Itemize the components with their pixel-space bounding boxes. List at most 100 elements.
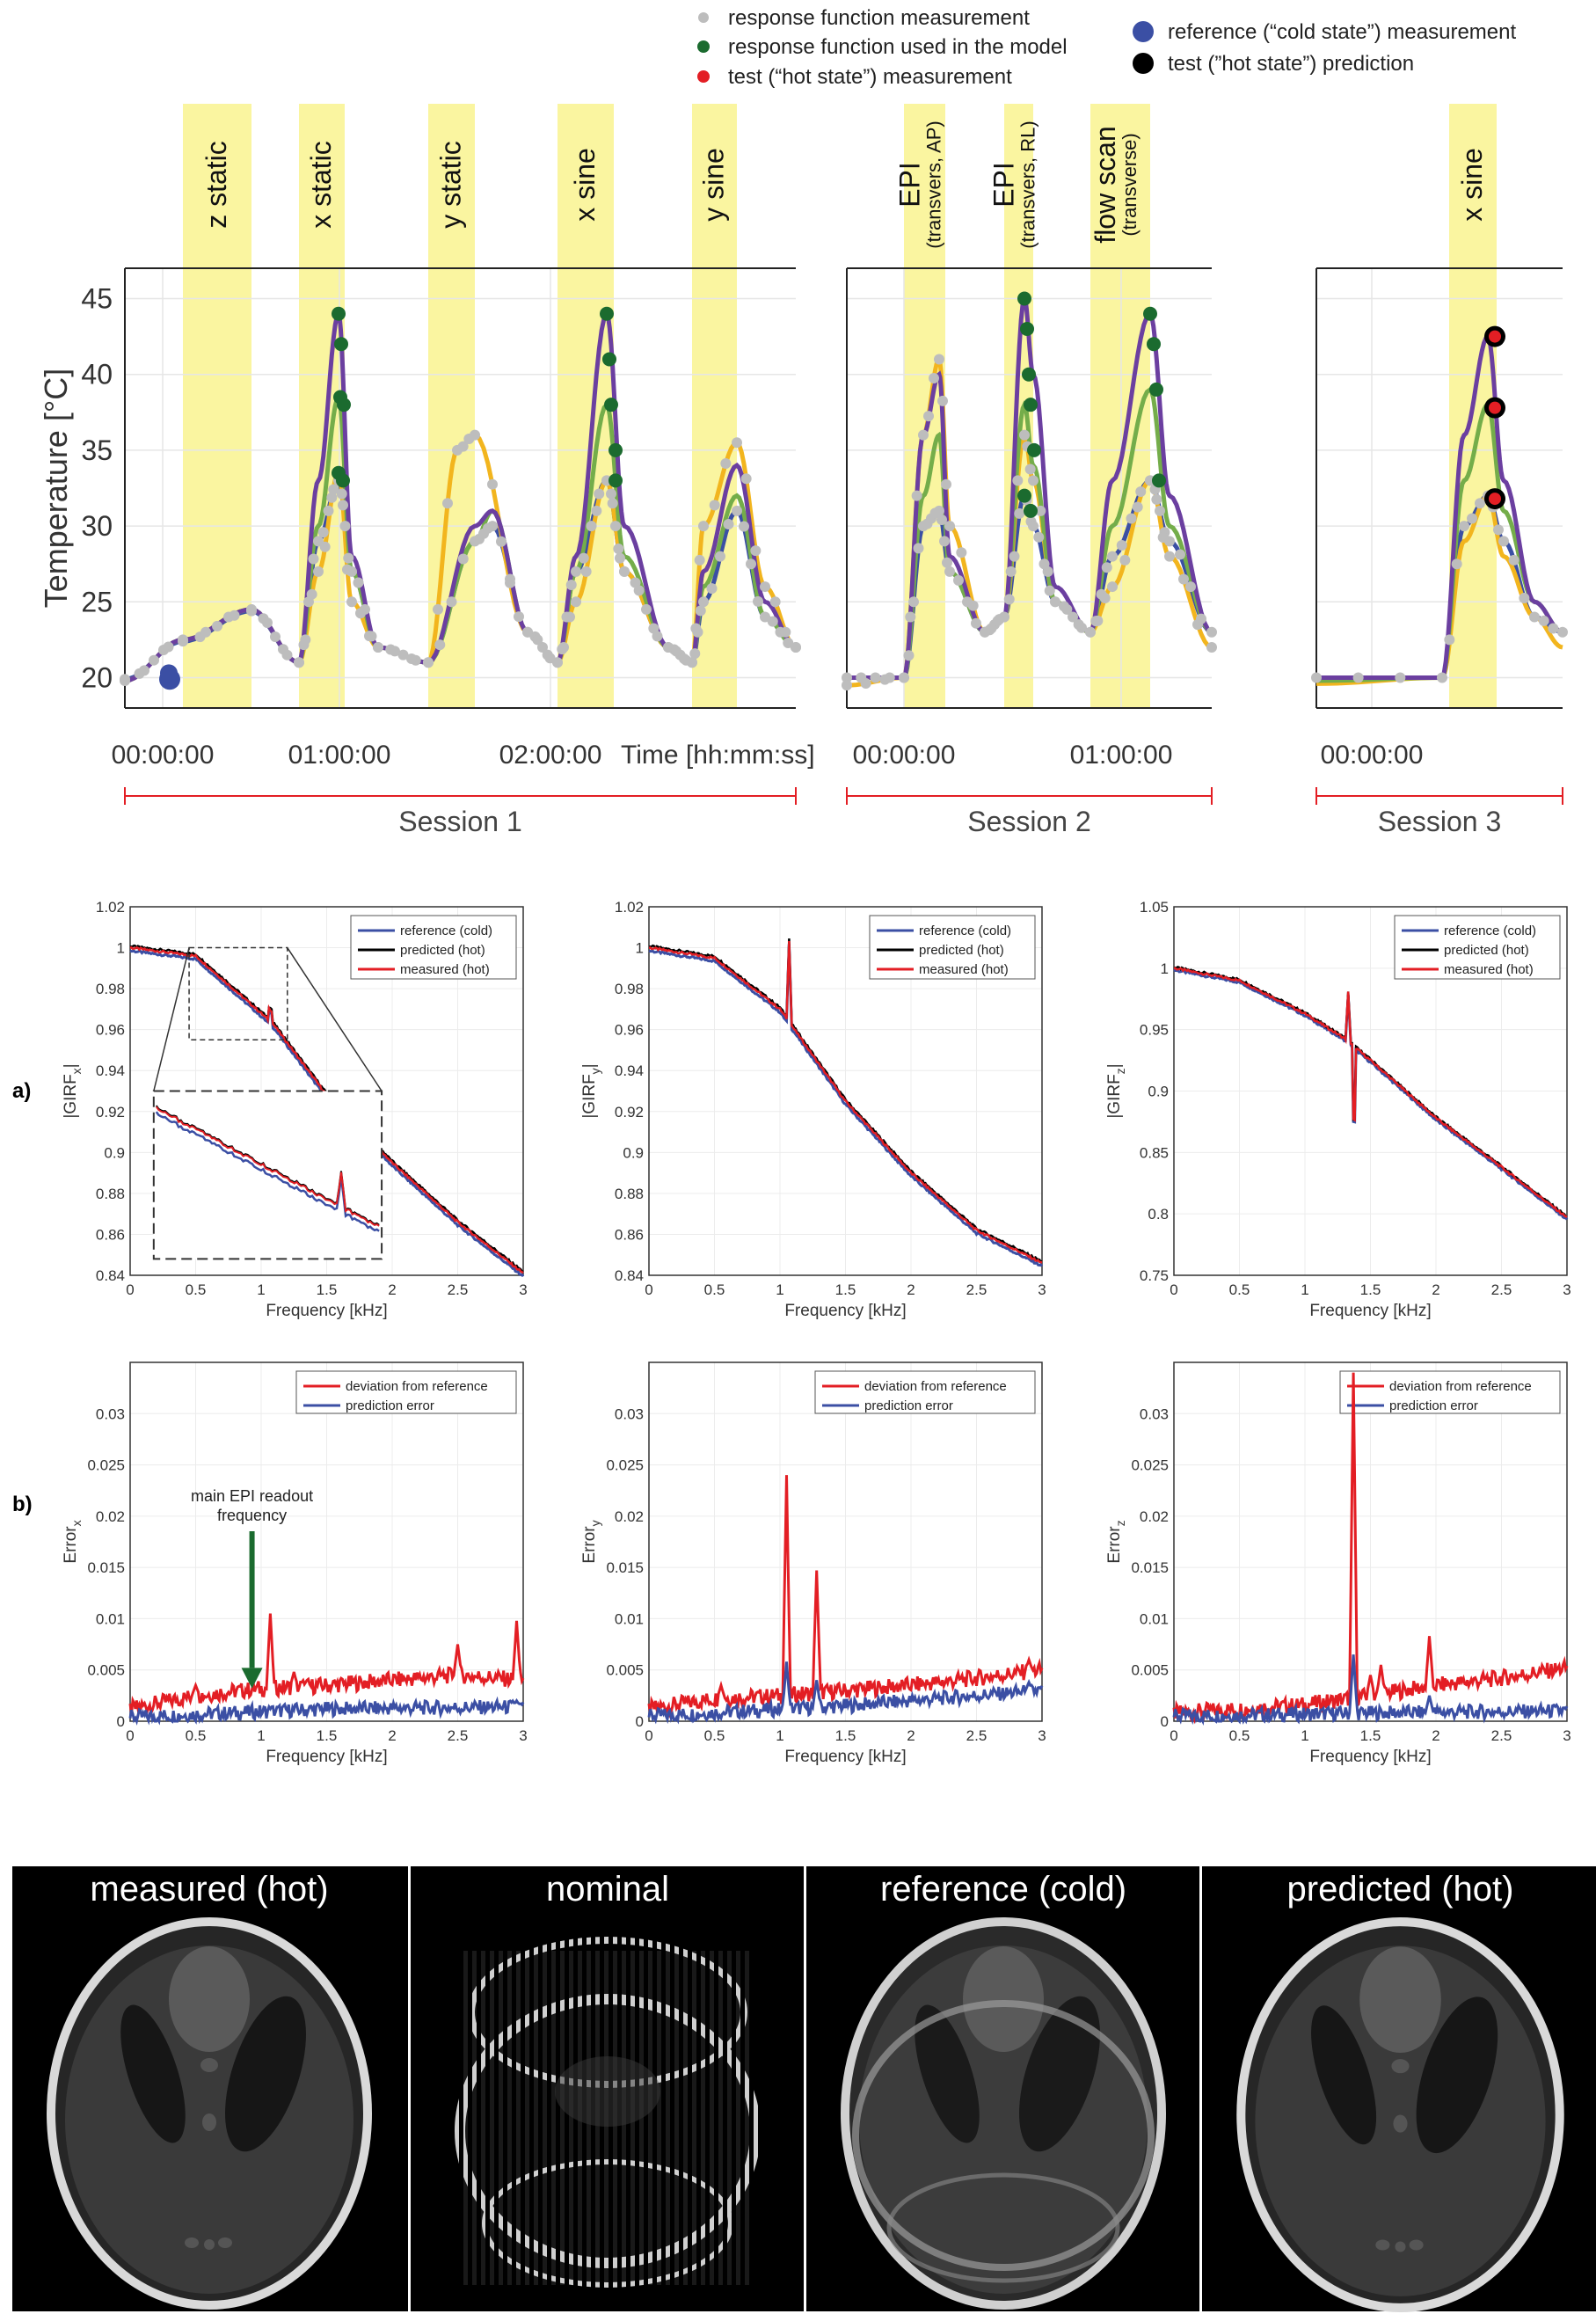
panel-label-a: a) [12, 1079, 31, 1103]
response-measurement-dot [200, 626, 211, 638]
girf-curve-measured [648, 941, 1043, 1264]
response-measurement-dot [842, 672, 852, 683]
y-tick-label: 0.02 [615, 1508, 644, 1525]
response-measurement-dot [1155, 505, 1165, 516]
response-measurement-dot [1185, 581, 1196, 593]
x-axis-label: Frequency [kHz] [1309, 1302, 1431, 1320]
response-measurement-dot [1044, 585, 1055, 596]
response-measurement-dot [433, 603, 443, 615]
response-measurement-dot [1009, 551, 1020, 562]
legend-label: prediction error [1389, 1398, 1478, 1413]
y-tick-label: 20 [81, 662, 113, 694]
response-measurement-dot [487, 478, 498, 490]
session-3: x sine 00:00:00 Session 3 [1315, 104, 1563, 837]
model-response-dot [337, 398, 351, 412]
y-tick-label: 0.9 [1148, 1084, 1169, 1100]
x-tick-label: 1.5 [1360, 1727, 1381, 1744]
response-measurement-dot [1206, 642, 1217, 653]
y-tick-label: 0.9 [623, 1144, 644, 1161]
error-curve-deviation [647, 1475, 1044, 1719]
response-measurement-dot [120, 675, 130, 686]
response-measurement-dot [760, 611, 770, 623]
response-measurement-dot [936, 514, 947, 525]
panel-label-b: b) [12, 1493, 33, 1516]
response-measurement-dot [613, 543, 624, 554]
time-tick-label: 00:00:00 [853, 741, 956, 770]
response-measurement-dot [1035, 505, 1046, 516]
model-response-dot [1027, 442, 1041, 457]
session-label: Session 2 [967, 806, 1091, 837]
response-measurement-dot [571, 566, 581, 577]
y-tick-label: 0.01 [615, 1610, 644, 1627]
model-response-dot [609, 442, 623, 457]
response-measurement-dot [953, 574, 964, 586]
temperature-curve-purple [1316, 332, 1563, 680]
y-tick-label: 0.96 [96, 1022, 125, 1039]
legend-marker [1133, 53, 1154, 74]
legend-label: deviation from reference [864, 1379, 1007, 1394]
y-tick-label: 1.05 [1140, 899, 1169, 916]
response-measurement-dot [1175, 549, 1185, 560]
response-measurement-dot [1019, 429, 1030, 441]
response-measurement-dot [760, 581, 770, 593]
response-measurement-dot [423, 657, 434, 668]
session-label: Session 3 [1378, 806, 1502, 837]
response-measurement-dot [971, 617, 981, 629]
y-tick-label: 0.02 [96, 1508, 125, 1525]
phantom-panel-reference: reference (cold) [804, 1866, 1200, 2311]
response-measurement-dot [986, 623, 997, 634]
error-curve-prediction [1172, 1654, 1569, 1726]
response-measurement-dot [328, 484, 339, 495]
response-measurement-dot [1014, 507, 1025, 519]
x-tick-label: 0.5 [1229, 1727, 1250, 1744]
chart-girf-z: 0 0.5 1 1.5 2 2.5 3 0.75 0.8 0.85 0.9 0.95 1 1.05 Freq… [1105, 899, 1571, 1320]
x-axis-label: Frequency [kHz] [266, 1748, 387, 1766]
band-sublabel: (transvers, RL) [1017, 120, 1039, 248]
x-tick-label: 0.5 [704, 1727, 725, 1744]
plot-frame [1173, 1361, 1568, 1722]
x-tick-label: 3 [519, 1727, 527, 1744]
response-measurement-dot [522, 626, 533, 638]
y-tick-label: 1 [1161, 960, 1169, 977]
response-measurement-dot [671, 646, 681, 657]
time-tick-label: 00:00:00 [112, 741, 215, 770]
chart-err-x: 0 0.5 1 1.5 2 2.5 3 0 0.005 0.01 0.015 0.02 0.025 0.0… [62, 1361, 528, 1766]
model-response-dot [1143, 306, 1157, 321]
x-tick-label: 2.5 [448, 1727, 469, 1744]
x-tick-label: 1.5 [835, 1727, 856, 1744]
x-tick-label: 3 [1563, 1727, 1570, 1744]
y-tick-label: 0.84 [615, 1267, 644, 1284]
y-tick-label: 1.02 [615, 899, 644, 916]
y-tick-label: 0.025 [87, 1457, 125, 1474]
response-measurement-dot [695, 605, 706, 617]
response-measurement-dot [442, 498, 453, 509]
model-response-dot [1149, 382, 1163, 397]
response-measurement-dot [999, 611, 1009, 623]
y-tick-label: 0.03 [1140, 1405, 1169, 1422]
response-measurement-dot [687, 657, 697, 668]
model-response-dot [602, 352, 616, 367]
plot-frame [648, 1361, 1043, 1722]
response-measurement-dot [941, 478, 951, 490]
response-measurement-dot [223, 611, 234, 623]
legend-label: deviation from reference [1389, 1379, 1532, 1394]
y-tick-label: 0.95 [1140, 1022, 1169, 1039]
x-axis-label: Frequency [kHz] [784, 1302, 906, 1320]
response-measurement-dot [397, 649, 409, 661]
response-measurement-dot [1451, 558, 1462, 570]
legend-label: response function measurement [728, 6, 1030, 30]
y-tick-label: 0.96 [615, 1022, 644, 1039]
y-tick-label: 0.015 [1131, 1559, 1169, 1576]
response-measurement-dot [1092, 615, 1104, 626]
response-measurement-dot [571, 596, 581, 608]
response-measurement-dot [1132, 501, 1143, 513]
x-axis-unit: Time [hh:mm:ss] [621, 741, 815, 770]
response-measurement-dot [619, 566, 630, 577]
zoom-connector [153, 947, 190, 1091]
response-measurement-dot [706, 583, 718, 595]
y-tick-label: 0.025 [1131, 1457, 1169, 1474]
response-measurement-dot [860, 677, 871, 689]
annotation-text: main EPI readout [191, 1487, 313, 1505]
response-measurement-dot [1519, 593, 1530, 603]
band-sublabel: (transvers, AP) [923, 120, 945, 248]
